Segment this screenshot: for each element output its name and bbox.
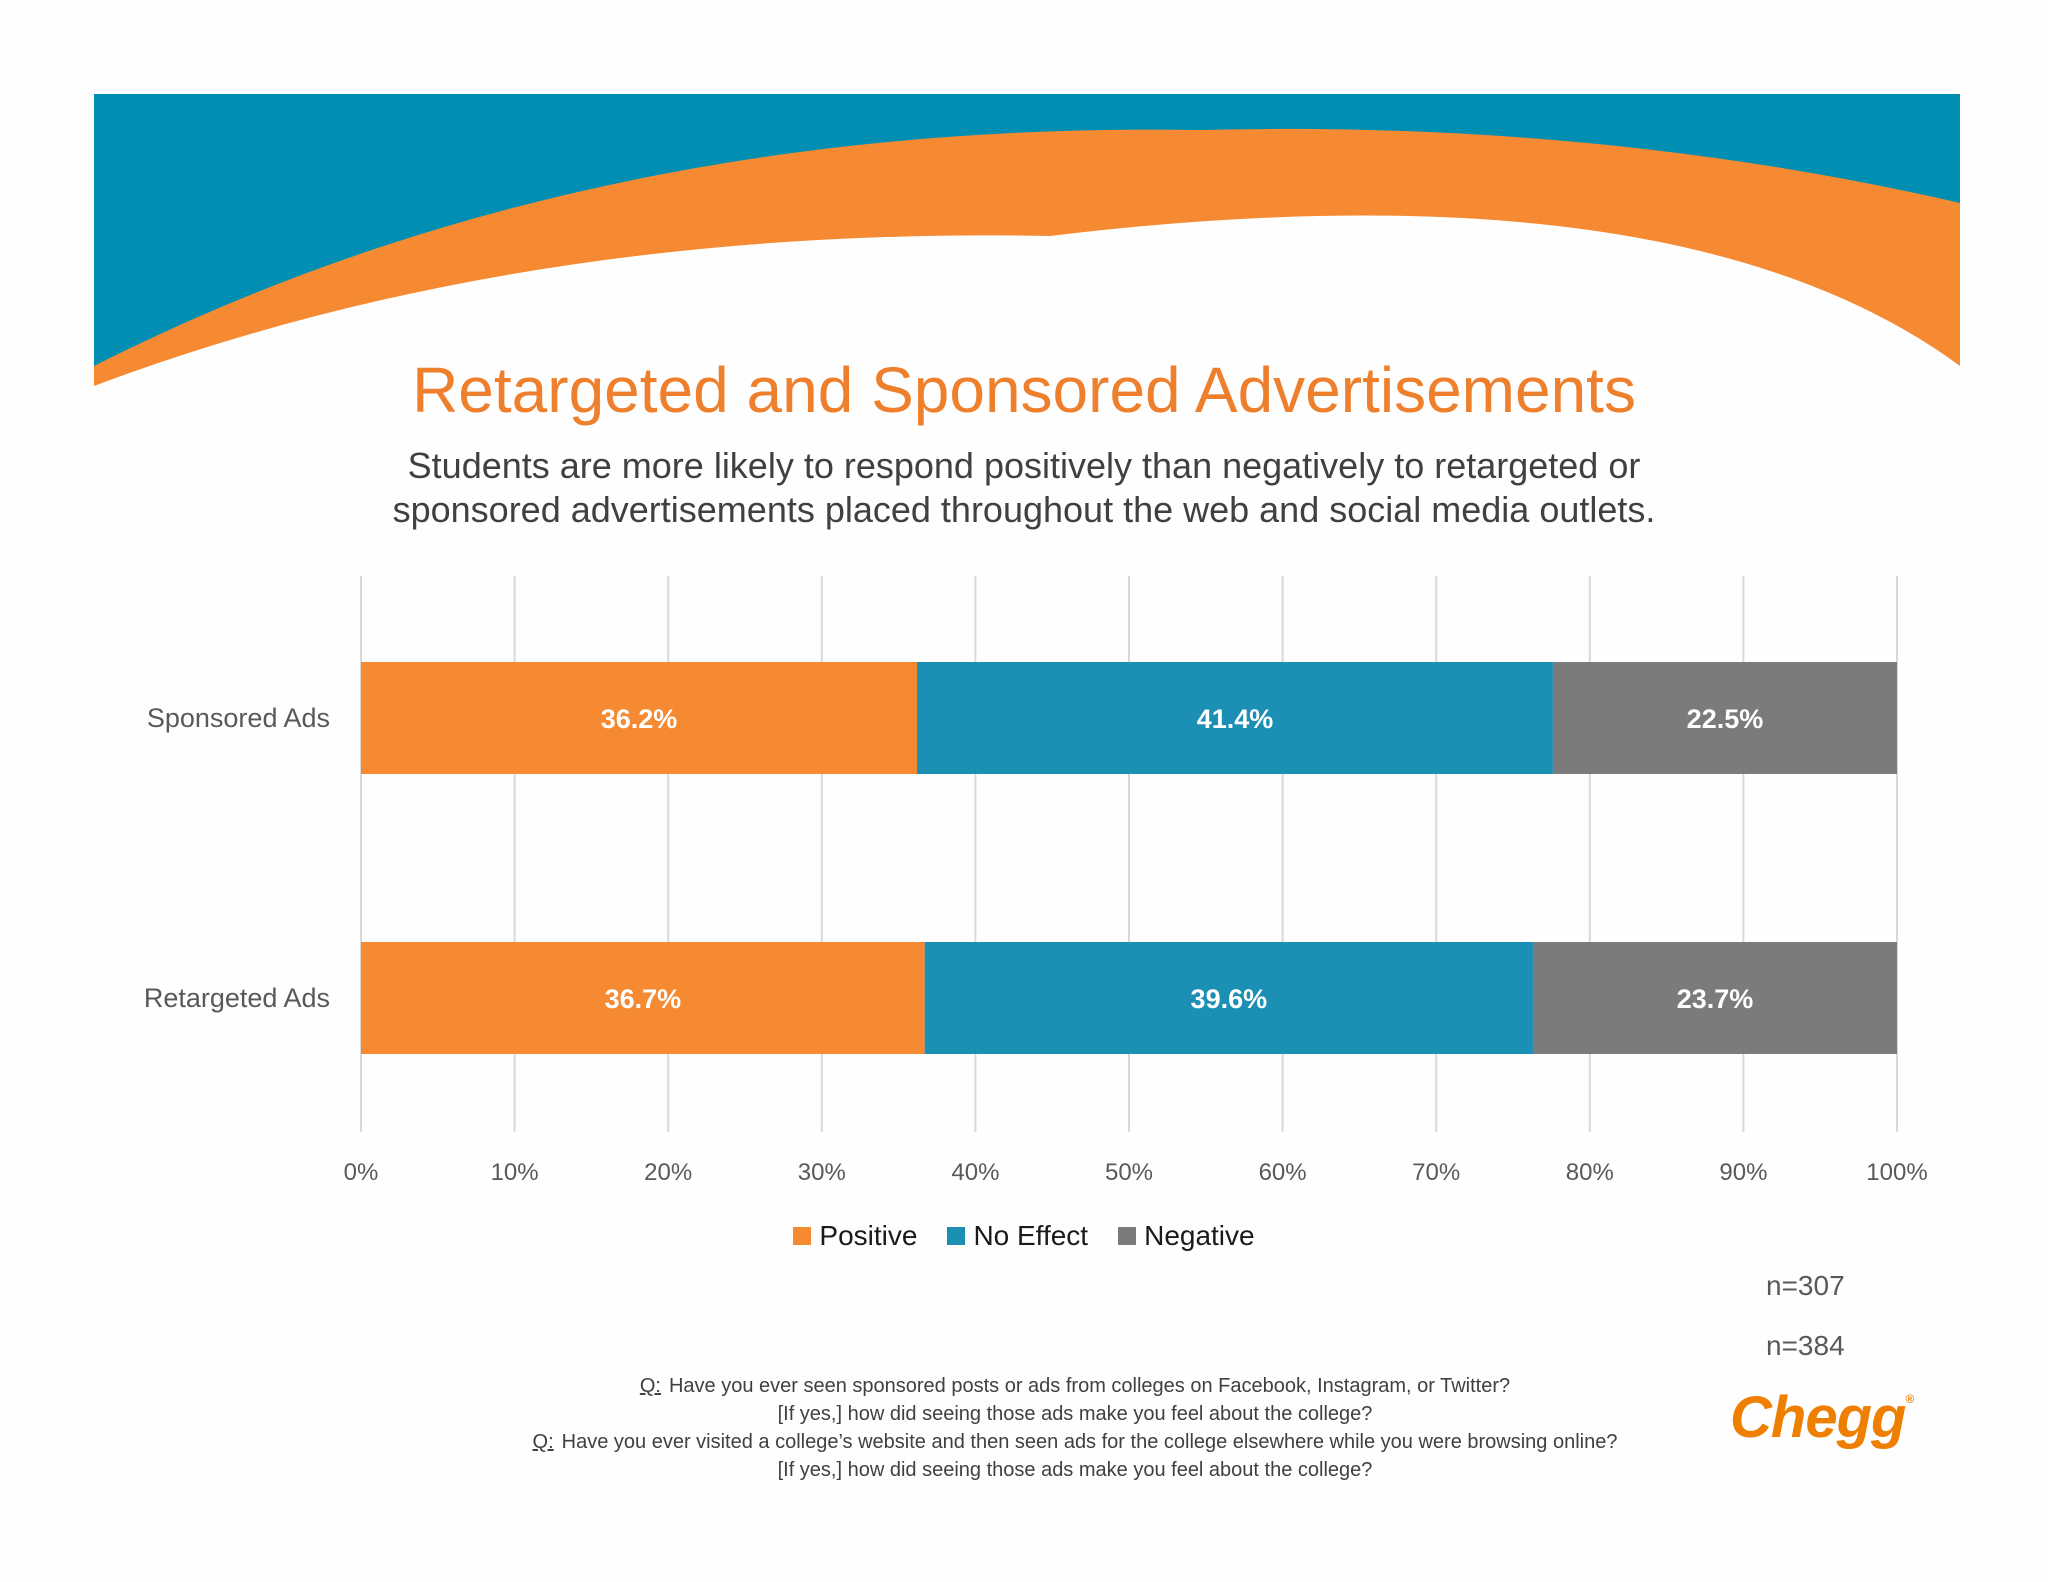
chart-subtitle-line-1: Students are more likely to respond posi… (407, 445, 1641, 486)
bar-positive (361, 662, 918, 774)
footnote-q1-line1: Q: Have you ever seen sponsored posts or … (430, 1372, 1720, 1400)
sample-size-2: n=384 (1766, 1330, 1845, 1361)
legend-swatch-no-effect (947, 1227, 966, 1245)
data-label-no-effect: 41.4% (1197, 704, 1274, 734)
chart-title: Retargeted and Sponsored Advertisements (412, 354, 1636, 426)
x-tick-label: 30% (798, 1159, 846, 1186)
x-tick-label: 80% (1566, 1159, 1614, 1186)
data-label-positive: 36.2% (601, 704, 678, 734)
banner-blue-band (94, 94, 1960, 366)
footnote-q2-line2: [If yes,] how did seeing those ads make … (777, 1459, 1373, 1481)
x-tick-label: 70% (1412, 1159, 1460, 1186)
x-tick-label: 20% (644, 1159, 692, 1186)
survey-footnote: Q: Have you ever seen sponsored posts or … (430, 1372, 1720, 1484)
header-banner (94, 94, 1960, 386)
legend-swatch-positive (793, 1227, 812, 1245)
legend-label-positive: Positive (819, 1220, 918, 1251)
legend-item-negative: Negative (1118, 1220, 1255, 1252)
chegg-logo-text: Chegg (1730, 1385, 1906, 1450)
legend-label-no-effect: No Effect (973, 1220, 1089, 1251)
x-tick-label: 90% (1719, 1159, 1767, 1186)
x-tick-label: 0% (344, 1159, 379, 1186)
question-marker-1: Q: (639, 1375, 661, 1397)
bars (361, 662, 1897, 1054)
data-label-no-effect: 39.6% (1191, 984, 1268, 1014)
x-tick-label: 60% (1259, 1159, 1307, 1186)
data-label-negative: 23.7% (1677, 984, 1754, 1014)
chart-subtitle-line-2: sponsored advertisements placed througho… (392, 489, 1656, 530)
data-label-negative: 22.5% (1687, 704, 1764, 734)
legend-item-positive: Positive (793, 1220, 917, 1252)
footnote-q2-line1: Q: Have you ever visited a college’s webs… (430, 1428, 1720, 1456)
labels: 0% 10% 20% 30% 40% 50% 60% 70% 80% 90% 100% Sponsor… (144, 703, 1928, 1186)
stacked-bar-chart: 0% 10% 20% 30% 40% 50% 60% 70% 80% 90% 100% Sponsor… (144, 576, 1928, 1186)
x-tick-label: 10% (491, 1159, 539, 1186)
question-1-text: Have you ever seen sponsored posts or ad… (668, 1375, 1511, 1397)
bar-negative (1552, 662, 1897, 774)
legend-swatch-negative (1118, 1227, 1137, 1245)
bar-negative (1532, 942, 1897, 1054)
bar-no-effect (917, 662, 1553, 774)
bar-no-effect (924, 942, 1533, 1054)
x-tick-label: 50% (1105, 1159, 1153, 1186)
category-label: Retargeted Ads (144, 983, 330, 1013)
question-marker-2: Q: (532, 1431, 554, 1453)
bar-positive (361, 942, 925, 1054)
chart-legend: Positive No Effect Negative (0, 1220, 2048, 1252)
legend-label-negative: Negative (1144, 1220, 1255, 1251)
x-tick-label: 100% (1866, 1159, 1927, 1186)
sample-size-1: n=307 (1766, 1270, 1845, 1301)
registered-mark: ® (1905, 1392, 1914, 1406)
x-tick-label: 40% (951, 1159, 999, 1186)
footnote-q1-line2: [If yes,] how did seeing those ads make … (777, 1403, 1373, 1425)
legend-item-no-effect: No Effect (947, 1220, 1088, 1252)
question-2-text: Have you ever visited a college’s websit… (561, 1431, 1618, 1453)
category-label: Sponsored Ads (147, 703, 330, 733)
chegg-logo: Chegg® (1730, 1384, 1914, 1451)
data-label-positive: 36.7% (605, 984, 682, 1014)
